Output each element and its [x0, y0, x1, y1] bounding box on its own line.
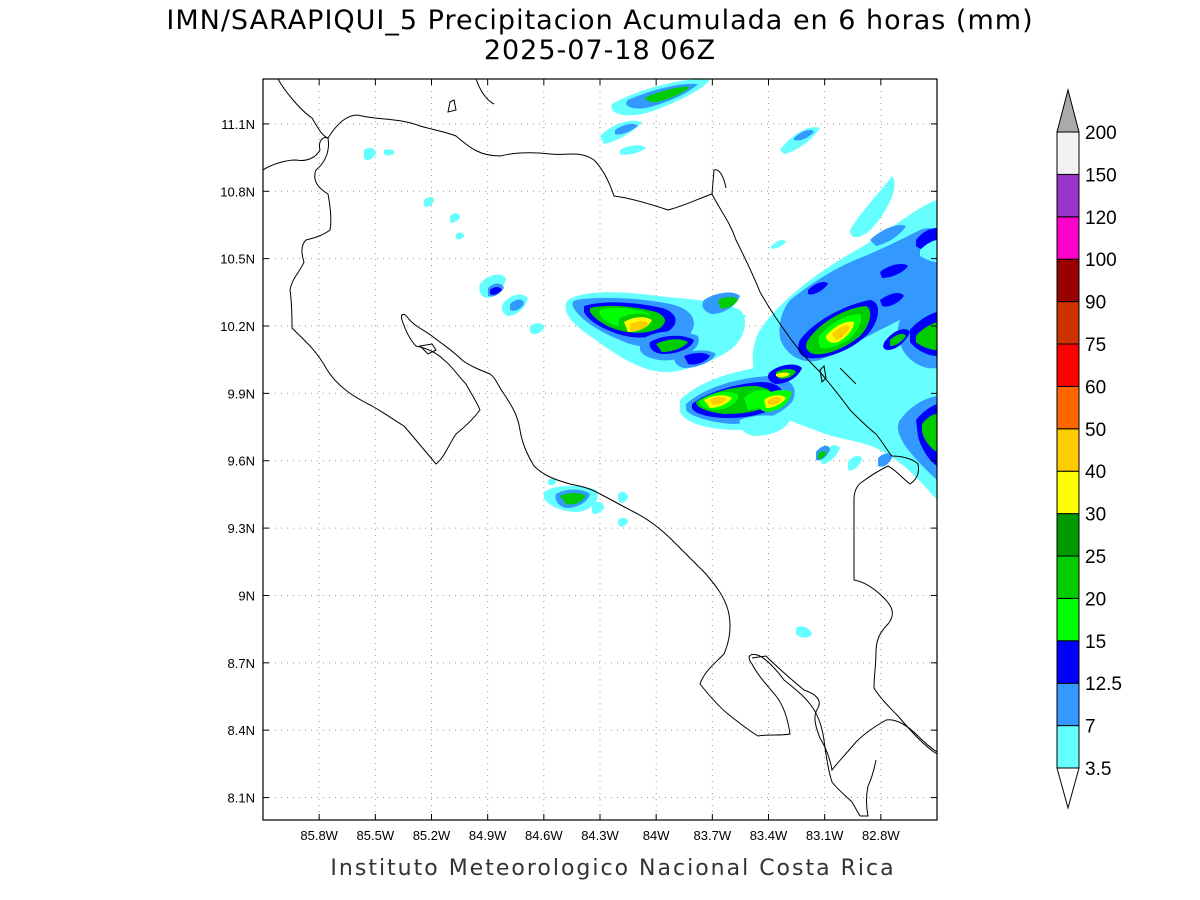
colorbar-level-label: 75 — [1085, 335, 1106, 356]
colorbar-swatch — [1056, 385, 1080, 430]
colorbar-swatch — [1056, 301, 1080, 345]
lat-tick-label: 9N — [238, 588, 255, 603]
precip-cell-guanacaste — [364, 147, 544, 335]
lon-tick-label: 83.7W — [694, 828, 732, 843]
pacific-bottom — [860, 759, 877, 817]
lon-tick-label: 84W — [643, 828, 670, 843]
colorbar-swatch — [1056, 131, 1080, 175]
nicaragua-coast-north — [475, 79, 495, 105]
colorbar-level-label: 90 — [1085, 293, 1106, 314]
nicoya-island — [418, 343, 437, 355]
colorbar-level-label: 120 — [1085, 208, 1117, 229]
lat-tick-label: 8.4N — [228, 723, 255, 738]
colorbar-swatch — [1056, 470, 1080, 515]
colorbar-legend: 3.5 7 12.5 15 20 25 30 40 50 60 75 90 100 120 150 200 — [1056, 88, 1122, 810]
lat-tick-label: 8.7N — [228, 656, 255, 671]
lat-tick-label: 10.8N — [220, 184, 255, 199]
colorbar-swatch — [1056, 682, 1080, 727]
colorbar-swatch — [1056, 725, 1080, 769]
colorbar-swatch — [1056, 597, 1080, 642]
precip-cell-northeast — [770, 127, 895, 249]
costa-rica-pacific-north — [263, 137, 861, 817]
lon-tick-label: 82.8W — [862, 828, 900, 843]
coastlines — [263, 79, 937, 817]
lat-tick-label: 9.9N — [228, 386, 255, 401]
colorbar-level-label: 150 — [1085, 165, 1117, 186]
precipitation-field — [364, 79, 937, 638]
lon-tick-label: 85.2W — [413, 828, 451, 843]
colorbar-level-label: 30 — [1085, 505, 1106, 526]
colorbar-level-label: 20 — [1085, 589, 1106, 610]
colorbar-level-label: 25 — [1085, 547, 1106, 568]
lat-tick-label: 9.6N — [228, 454, 255, 469]
longitude-axis: 85.8W 85.5W 85.2W 84.9W 84.6W 84.3W 84W 83.7W 83… — [300, 79, 900, 843]
colorbar-level-label: 12.5 — [1085, 674, 1122, 695]
colorbar-swatch — [1056, 513, 1080, 557]
institution-footer: Instituto Meteorologico Nacional Costa R… — [330, 856, 896, 881]
lon-tick-label: 84.9W — [469, 828, 507, 843]
lon-tick-label: 84.6W — [525, 828, 563, 843]
precip-cell-central-pacific — [544, 478, 628, 527]
lon-tick-label: 83.4W — [750, 828, 788, 843]
lon-tick-label: 84.3W — [581, 828, 619, 843]
lon-tick-label: 85.8W — [300, 828, 338, 843]
colorbar-level-label: 7 — [1085, 717, 1096, 738]
colorbar-swatch — [1056, 258, 1080, 303]
lat-tick-label: 9.3N — [228, 521, 255, 536]
border-coast-east — [839, 367, 857, 385]
colorbar-under-triangle — [1056, 767, 1080, 810]
lat-tick-label: 8.1N — [228, 791, 255, 806]
latitude-axis: 8.1N 8.4N 8.7N 9N 9.3N 9.6N 9.9N 10.2N 10.5N 10.8… — [220, 117, 937, 806]
colorbar-swatch — [1056, 555, 1080, 599]
precip-cell-san-jose — [680, 364, 828, 436]
lat-tick-label: 10.2N — [220, 319, 255, 334]
colorbar-level-label: 100 — [1085, 250, 1117, 271]
colorbar-swatch — [1056, 216, 1080, 260]
precip-cell-limon — [752, 200, 937, 500]
colorbar-level-label: 40 — [1085, 462, 1106, 483]
lake-island — [447, 99, 457, 113]
precip-cell-central — [565, 292, 746, 373]
colorbar-level-label: 3.5 — [1085, 759, 1111, 780]
colorbar-level-label: 15 — [1085, 632, 1106, 653]
colorbar-level-label: 50 — [1085, 420, 1106, 441]
map-datetime: 2025-07-18 06Z — [483, 35, 717, 66]
panama-border — [711, 193, 937, 755]
east-coast-small — [819, 364, 827, 384]
colorbar-swatch — [1056, 343, 1080, 387]
lon-tick-label: 83.1W — [806, 828, 844, 843]
colorbar-swatch — [1056, 173, 1080, 218]
colorbar-level-label: 60 — [1085, 377, 1106, 398]
lon-tick-label: 85.5W — [357, 828, 395, 843]
lat-tick-label: 11.1N — [221, 117, 255, 132]
colorbar-swatch — [1056, 428, 1080, 472]
lat-tick-label: 10.5N — [220, 252, 255, 267]
colorbar-over-triangle — [1056, 88, 1080, 133]
colorbar-swatch — [1056, 640, 1080, 684]
precip-cell-north-coast — [600, 79, 710, 155]
colorbar-level-label: 200 — [1085, 123, 1117, 144]
map-title: IMN/SARAPIQUI_5 Precipitacion Acumulada … — [166, 5, 1034, 36]
precip-cell-south — [796, 626, 812, 638]
